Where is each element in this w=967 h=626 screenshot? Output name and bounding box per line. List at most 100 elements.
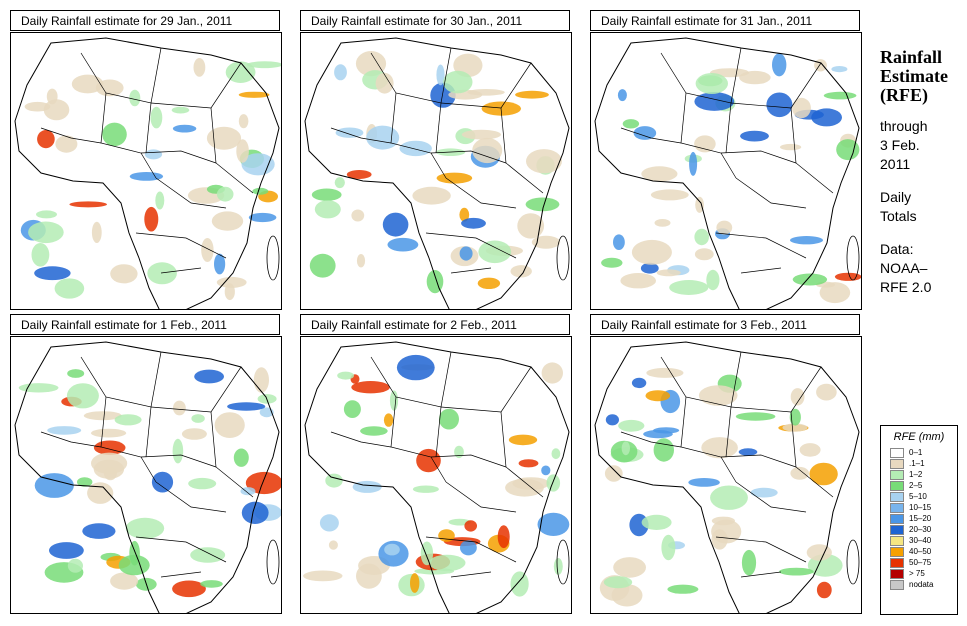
rainfall-blob: [416, 448, 441, 473]
rainfall-blob: [18, 383, 59, 393]
rainfall-blob: [303, 570, 343, 582]
rainfall-blob: [190, 547, 226, 563]
rainfall-blob: [144, 149, 163, 160]
rainfall-blob: [216, 276, 247, 288]
rainfall-blob: [428, 554, 466, 572]
rainfall-map: [300, 32, 572, 310]
rainfall-blob: [661, 534, 676, 561]
rainfall-blob: [129, 172, 164, 181]
panel-title: Daily Rainfall estimate for 29 Jan., 201…: [10, 10, 280, 31]
country-border: [730, 366, 822, 413]
legend-label: 30–40: [909, 536, 932, 545]
legend-label: 50–75: [909, 558, 932, 567]
country-border: [660, 47, 742, 104]
rainfall-blob: [694, 248, 714, 261]
rainfall-blob: [91, 428, 127, 438]
rainfall-blob: [325, 473, 343, 488]
africa-map: [304, 37, 570, 309]
rainfall-blob: [497, 525, 510, 549]
legend-item: 15–20: [890, 513, 957, 524]
rainfall-blob: [214, 412, 245, 438]
rainfall-blob: [351, 381, 390, 394]
rainfall-blob: [36, 210, 57, 219]
rainfall-blob: [689, 151, 698, 176]
rainfall-blob: [517, 213, 545, 239]
rainfall-blob: [823, 91, 857, 100]
rainfall-blob: [47, 426, 82, 435]
rainfall-blob: [55, 135, 78, 153]
rainfall-blob: [633, 126, 657, 140]
country-border: [450, 267, 492, 274]
rainfall-blob: [454, 445, 464, 459]
date-line-1: 3 Feb.: [880, 137, 920, 153]
rainfall-blob: [102, 122, 127, 147]
rainfall-blob: [710, 485, 748, 510]
rainfall-blob: [31, 243, 50, 267]
rainfall-map: [590, 32, 862, 310]
africa-map: [303, 341, 570, 613]
rainfall-blob: [459, 246, 473, 261]
legend-swatch: [890, 513, 904, 524]
legend-item: 10–15: [890, 502, 957, 513]
rainfall-blob: [387, 237, 419, 252]
rainfall-blob: [667, 584, 699, 594]
rainfall-blob: [809, 462, 838, 486]
side-info: Rainfall Estimate (RFE) through 3 Feb. 2…: [880, 48, 964, 297]
country-border: [445, 481, 517, 513]
rainfall-blob: [531, 235, 561, 249]
rainfall-blob: [147, 262, 177, 285]
country-border: [445, 177, 517, 209]
rainfall-blob: [171, 106, 190, 114]
legend-item: 1–2: [890, 469, 957, 480]
rainfall-blob: [508, 434, 538, 446]
rainfall-blob: [28, 221, 64, 244]
country-border: [680, 396, 737, 483]
rainfall-blob: [478, 240, 512, 264]
country-border: [330, 431, 392, 448]
rainfall-blob: [706, 269, 720, 291]
coastline: [594, 37, 860, 309]
rainfall-blob: [314, 200, 341, 219]
country-border: [735, 177, 807, 209]
rainfall-blob: [654, 219, 671, 227]
rainfall-blob: [188, 477, 217, 490]
rainfall-blob: [518, 459, 539, 468]
rainfall-blob: [335, 127, 364, 138]
country-border: [155, 481, 227, 513]
rainfall-blob: [343, 400, 361, 418]
through-label: through: [880, 118, 928, 134]
rainfall-blob: [645, 390, 671, 402]
rainfall-blob: [688, 478, 720, 487]
rainfall-blob: [225, 61, 256, 83]
country-border: [140, 150, 217, 164]
madagascar-outline: [846, 539, 860, 585]
rainfall-blob: [510, 571, 529, 597]
legend-item: 5–10: [890, 491, 957, 502]
rainfall-blob: [792, 273, 828, 286]
rainfall-blob: [621, 441, 630, 456]
rainfall-map: [300, 336, 572, 614]
rainfall-blob: [352, 480, 382, 493]
country-border: [435, 406, 442, 458]
legend-label: 5–10: [909, 492, 927, 501]
country-border: [80, 47, 162, 104]
country-border: [100, 92, 157, 179]
rainfall-blob: [426, 270, 444, 294]
rainfall-blob: [34, 473, 74, 498]
rainfall-blob: [620, 273, 656, 289]
legend-label: .1–1: [909, 459, 925, 468]
data-line-3: RFE 2.0: [880, 279, 932, 295]
country-border: [370, 47, 452, 104]
rainfall-blob: [525, 197, 560, 212]
rainfall-blob: [613, 557, 646, 578]
rainfall-blob: [173, 400, 186, 416]
country-border: [725, 406, 732, 458]
legend-label: 2–5: [909, 481, 923, 490]
rainfall-blob: [603, 576, 633, 589]
rainfall-blob: [346, 170, 372, 179]
country-border: [440, 366, 532, 413]
daily-line-2: Totals: [880, 208, 917, 224]
legend-item: .1–1: [890, 458, 957, 469]
country-border: [80, 351, 162, 408]
country-border: [725, 102, 732, 154]
